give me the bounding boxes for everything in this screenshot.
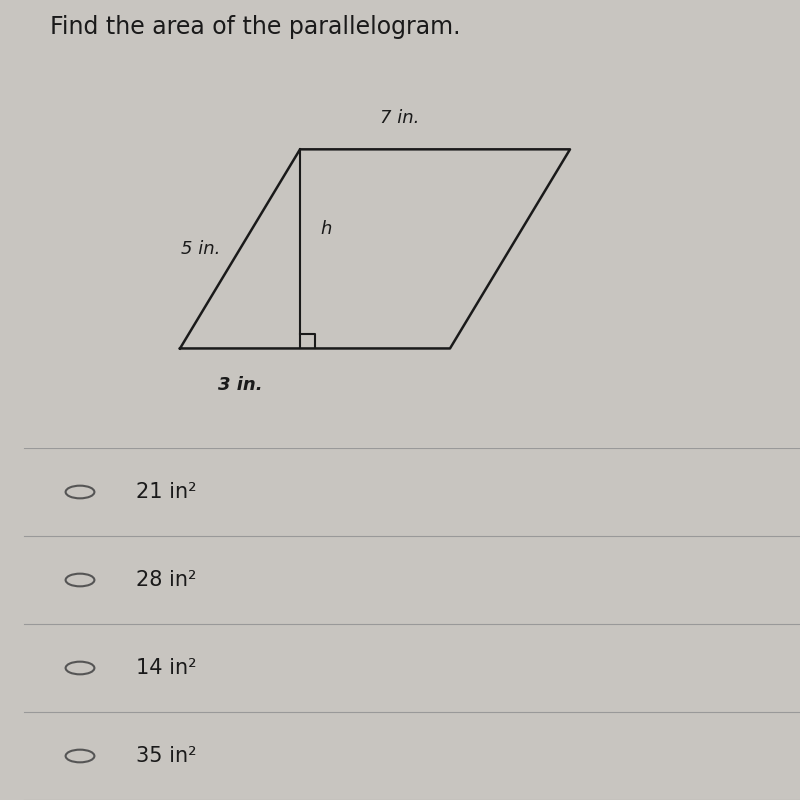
Text: h: h (320, 220, 331, 238)
Text: 21 in²: 21 in² (136, 482, 197, 502)
Text: 3 in.: 3 in. (218, 376, 262, 394)
Text: 5 in.: 5 in. (181, 240, 220, 258)
Text: 35 in²: 35 in² (136, 746, 197, 766)
Text: 28 in²: 28 in² (136, 570, 197, 590)
Text: Find the area of the parallelogram.: Find the area of the parallelogram. (50, 15, 461, 39)
Text: 7 in.: 7 in. (380, 110, 420, 127)
Text: 14 in²: 14 in² (136, 658, 197, 678)
